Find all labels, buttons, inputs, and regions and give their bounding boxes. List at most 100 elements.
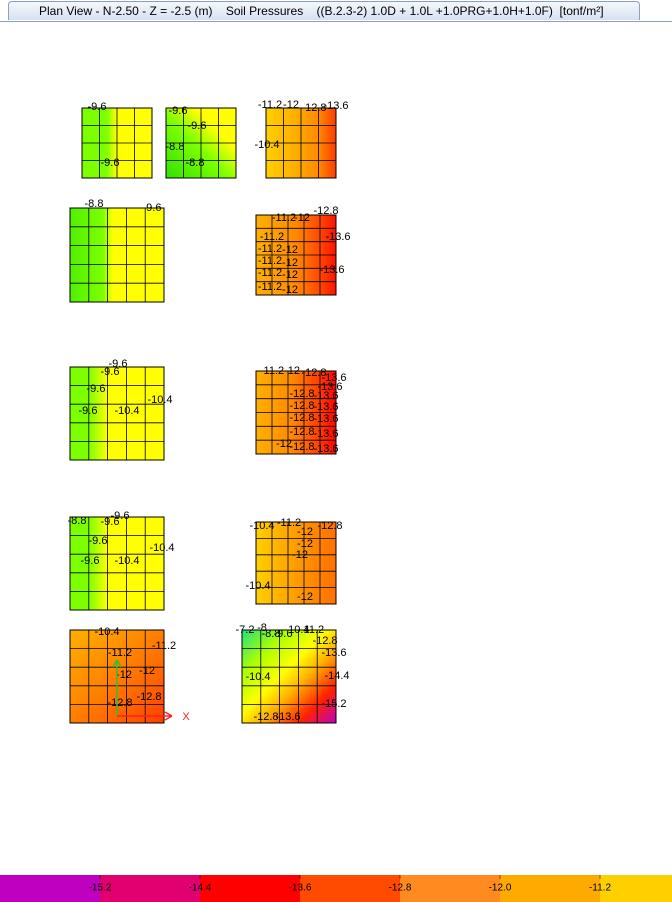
x-axis-head bbox=[164, 711, 173, 721]
contour-label: -11.2 bbox=[108, 647, 132, 659]
contour-label: -12.8 bbox=[136, 691, 161, 703]
contour-label: -11.2 bbox=[258, 281, 282, 293]
contour-label: -10.4 bbox=[149, 542, 174, 554]
contour-label: -12.8 bbox=[289, 426, 314, 438]
legend-label: -14.4 bbox=[189, 883, 212, 894]
contour-label: -13.6 bbox=[321, 647, 346, 659]
contour-label: -9.6 bbox=[109, 358, 128, 370]
contour-label: -12 bbox=[282, 257, 298, 269]
contour-label: -12 bbox=[297, 526, 313, 538]
contour-label: -8.8 bbox=[166, 141, 185, 153]
contour-label: -12 bbox=[292, 549, 308, 561]
contour-label: -12 bbox=[294, 212, 310, 224]
contour-label: -12 bbox=[282, 284, 298, 296]
contour-label: -13.6 bbox=[325, 231, 350, 243]
contour-label: -12 bbox=[139, 665, 155, 677]
contour-label: -9.6 bbox=[88, 101, 107, 113]
contour-label: -13.6 bbox=[313, 401, 338, 413]
contour-label: -9.6 bbox=[169, 105, 188, 117]
contour-label: -11.2 bbox=[260, 231, 284, 243]
contour-label: -9.6 bbox=[79, 405, 98, 417]
contour-label: -10.4 bbox=[147, 394, 172, 406]
legend-swatch bbox=[200, 875, 300, 902]
tab-border bbox=[0, 21, 672, 22]
contour-label: -12 bbox=[283, 99, 299, 111]
contour-label: -12.8 bbox=[313, 205, 338, 217]
contour-label: -8.8 bbox=[186, 157, 205, 169]
legend-swatch bbox=[600, 875, 672, 902]
contour-label: -10.4 bbox=[245, 580, 270, 592]
contour-label: -12 bbox=[282, 244, 298, 256]
contour-label: -11.2 bbox=[152, 640, 176, 652]
contour-label: -12 bbox=[282, 269, 298, 281]
contour-label: -9.6 bbox=[101, 157, 120, 169]
contour-label: -12 bbox=[116, 669, 132, 681]
footing-fill bbox=[69, 366, 165, 461]
contour-label: -10.4 bbox=[114, 555, 139, 567]
contour-label: -11.2 bbox=[258, 255, 282, 267]
contour-label: -8 bbox=[257, 622, 267, 634]
footing: -10.4 -11.2 -11.2 -12 -12 -12.8 -12.8 bbox=[69, 626, 176, 724]
contour-label: -13.6 bbox=[319, 264, 344, 276]
contour-label: -13.6 bbox=[321, 372, 346, 384]
footing: -9.6-9.6-8.8-8.8 bbox=[165, 105, 237, 179]
legend-swatch bbox=[300, 875, 400, 902]
contour-label: -11.2 bbox=[258, 99, 282, 111]
contour-label: -11.2 bbox=[258, 267, 282, 279]
contour-label: -12.8 bbox=[289, 388, 314, 400]
contour-label: -11.2 bbox=[272, 212, 296, 224]
contour-label: -11.2 bbox=[260, 365, 284, 377]
view-tab[interactable]: Plan View - N-2.50 - Z = -2.5 (m) Soil P… bbox=[8, 1, 640, 20]
contour-label: -10.4 bbox=[245, 671, 270, 683]
contour-label: -12 bbox=[276, 438, 292, 450]
footing-fill bbox=[69, 516, 165, 611]
contour-label: -9.6 bbox=[274, 628, 293, 640]
contour-label: -9.6 bbox=[143, 202, 162, 214]
footing: -8.8 -9.6 bbox=[69, 198, 165, 303]
contour-label: -11.2 bbox=[277, 517, 301, 529]
legend-swatch bbox=[100, 875, 200, 902]
contour-label: -8.8 bbox=[68, 515, 87, 527]
footing: -7.2 -8-8.8-9.6-10.4-11.2-12.8-13.6-10.4-… bbox=[236, 622, 350, 724]
contour-label: -12 bbox=[297, 591, 313, 603]
contour-label: -7.2 bbox=[236, 624, 255, 636]
contour-label: -9.6 bbox=[101, 516, 120, 528]
footing-fill bbox=[241, 629, 337, 724]
legend-label: -12.0 bbox=[489, 883, 512, 894]
contour-label: -13.6 bbox=[313, 390, 338, 402]
contour-label: -11.2 bbox=[300, 624, 324, 636]
contour-label: -12 bbox=[297, 538, 313, 550]
contour-label: -10.4 bbox=[114, 405, 139, 417]
contour-label: -12.8 bbox=[289, 412, 314, 424]
contour-label: -9.6 bbox=[87, 383, 106, 395]
contour-label: -13.6 bbox=[313, 413, 338, 425]
legend-label: -13.6 bbox=[289, 883, 312, 894]
contour-label: -12.8 bbox=[289, 400, 314, 412]
contour-label: -9.6 bbox=[188, 120, 207, 132]
contour-label: -15.2 bbox=[321, 698, 346, 710]
contour-label: -12.8 bbox=[312, 635, 337, 647]
contour-label: -12.8 bbox=[317, 520, 342, 532]
legend-swatch bbox=[400, 875, 500, 902]
contour-label: -13.6 bbox=[323, 100, 348, 112]
footing-fill bbox=[255, 521, 337, 605]
contour-label: -10.4 bbox=[249, 520, 274, 532]
contour-label: -12 bbox=[284, 365, 300, 377]
contour-label: -12.8 bbox=[253, 711, 278, 723]
contour-label: -10.4 bbox=[284, 624, 309, 636]
axis-label: X bbox=[182, 711, 190, 723]
footing: -11.2 -12 -12.8-13.6-13.6-12.8-13.6-12.8-1… bbox=[255, 365, 347, 455]
contour-label: -10.4 bbox=[254, 139, 279, 151]
contour-label: -13.6 bbox=[313, 428, 338, 440]
footing-fill bbox=[69, 207, 165, 303]
footing: -9.6-9.6-9.6-10.4-9.6 -10.4 bbox=[69, 358, 173, 461]
contour-label: -13.6 bbox=[313, 443, 338, 455]
legend-label: -12.8 bbox=[389, 883, 412, 894]
contour-label: -12.8 bbox=[301, 367, 326, 379]
contour-label: -10.4 bbox=[94, 626, 119, 638]
contour-label: -13.6 bbox=[275, 711, 300, 723]
contour-label: -13.6 bbox=[317, 381, 342, 393]
contour-label: -9.6 bbox=[111, 510, 130, 522]
